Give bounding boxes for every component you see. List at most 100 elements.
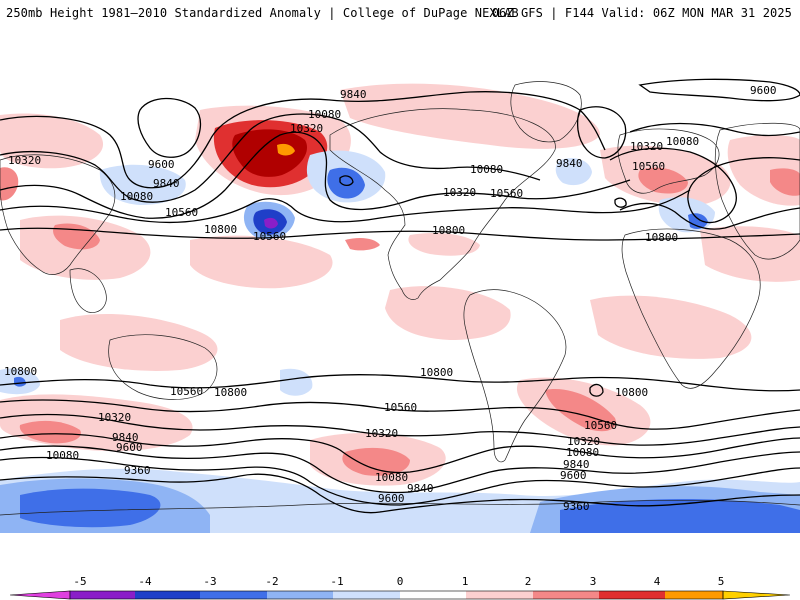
contour-10320-s [0, 413, 800, 446]
contour-small-low-1 [339, 175, 354, 187]
anomaly-purple-low [264, 217, 278, 229]
contour-label: 10320 [365, 427, 398, 440]
contour-9840-atl [576, 106, 627, 159]
anomaly-colorbar: -5 -4 -3 -2 -1 0 1 2 3 4 5 [9, 575, 791, 600]
contour-label: 10560 [165, 206, 198, 219]
anomaly-blue-atl2 [688, 213, 708, 230]
colorbar-tick: -4 [138, 575, 152, 588]
coast-north-america [329, 108, 556, 300]
colorbar-tick: 5 [718, 575, 725, 588]
anomaly-pink-north [340, 83, 600, 149]
colorbar-tick: 0 [397, 575, 404, 588]
anomaly-pink-pac-ne [408, 233, 480, 256]
anomaly-blue-mid [555, 158, 592, 186]
anomaly-pink-sw-2 [19, 420, 81, 444]
contour-label: 10800 [615, 386, 648, 399]
contour-label: 9840 [340, 88, 367, 101]
anomaly-pink-trop-atl [590, 295, 752, 359]
contour-label: 10320 [98, 411, 131, 424]
contour-label: 10560 [253, 230, 286, 243]
contour-label: 10560 [584, 419, 617, 432]
contour-label: 10800 [432, 224, 465, 237]
contour-10800-s [0, 374, 800, 392]
contour-label: 9840 [563, 458, 590, 471]
contour-label: 10560 [632, 160, 665, 173]
anomaly-darkred-northpac [232, 129, 308, 177]
contour-label: 10560 [490, 187, 523, 200]
contour-label: 10560 [384, 401, 417, 414]
anomaly-blue-sw3 [14, 376, 26, 387]
contour-10320-eu [609, 147, 800, 224]
anomaly-pink-nw2 [0, 167, 19, 201]
colorbar-tick: 4 [654, 575, 661, 588]
contour-9840-nw [0, 91, 606, 189]
contour-label: 10080 [120, 190, 153, 203]
anomaly-red-ne [770, 168, 800, 196]
contour-10320-nw [0, 131, 631, 219]
contour-label: 10080 [308, 108, 341, 121]
contour-label: 10320 [8, 154, 41, 167]
colorbar-tick: -1 [330, 575, 343, 588]
contour-label: 10320 [630, 140, 663, 153]
contour-label: 10080 [566, 446, 599, 459]
coast-south-america [463, 289, 567, 463]
colorbar-seg [135, 591, 200, 599]
contour-label: 10800 [204, 223, 237, 236]
anomaly-blue-nw [99, 164, 186, 205]
anomaly-pink-trop-pac [190, 235, 333, 289]
colorbar-outline [69, 590, 724, 600]
contour-10080-nw [0, 113, 541, 203]
anomaly-blue-antarctic-5 [560, 498, 800, 533]
contour-10800-w [0, 227, 800, 241]
contour-9600-s [0, 456, 800, 506]
contour-label: 9840 [112, 431, 139, 444]
contour-small-high-s [589, 383, 604, 397]
colorbar-arrow-right [722, 590, 791, 600]
contour-10560-eu [619, 202, 800, 230]
colorbar-seg [599, 591, 665, 599]
coast-europe [617, 128, 720, 194]
contour-label: 9600 [378, 492, 405, 505]
colorbar-tick: -5 [73, 575, 86, 588]
colorbar-tick: 1 [462, 575, 469, 588]
contour-label: 10080 [46, 449, 79, 462]
coast-se-asia [69, 268, 107, 313]
contour-label: 9600 [750, 84, 777, 97]
colorbar-tick: -3 [203, 575, 216, 588]
anomaly-blue-sp [280, 368, 313, 396]
contour-label: 10800 [645, 231, 678, 244]
coast-greenland [510, 81, 582, 143]
coastlines [0, 81, 800, 516]
contour-label: 9360 [563, 500, 590, 513]
contour-label: 9600 [116, 441, 143, 454]
colorbar-ticks: -5 -4 -3 -2 -1 0 1 2 3 4 5 [73, 575, 724, 588]
colorbar-segments [9, 590, 791, 600]
contour-label: 9840 [153, 177, 180, 190]
contour-10080-s [0, 433, 800, 474]
map-title: 250mb Height 1981–2010 Standardized Anom… [6, 6, 519, 20]
colorbar-tick: 3 [590, 575, 597, 588]
anomaly-pink-nw [0, 113, 104, 169]
contour-label: 9840 [407, 482, 434, 495]
contour-labels: 9600 9840 10320 10080 10560 10800 9840 1… [4, 84, 777, 513]
contour-label: 10320 [290, 122, 323, 135]
anomaly-pink-pac-ne2 [345, 237, 380, 251]
colorbar-tick: -2 [265, 575, 278, 588]
header-bar: 250mb Height 1981–2010 Standardized Anom… [0, 0, 800, 38]
contour-label: 10560 [170, 385, 203, 398]
anomaly-pink-scentral-2 [342, 447, 410, 476]
height-contours [0, 78, 800, 514]
contour-label: 10800 [420, 366, 453, 379]
colorbar-seg [200, 591, 267, 599]
weather-map: 9600 9840 10320 10080 10560 10800 9840 1… [0, 40, 800, 555]
colorbar-seg [267, 591, 333, 599]
coast-asia-west [0, 154, 116, 275]
anomaly-shading [0, 83, 800, 533]
contour-label: 10080 [666, 135, 699, 148]
coast-antarctica [0, 499, 800, 516]
contour-small-low-2 [614, 197, 627, 208]
contour-10560-s [0, 399, 800, 430]
colorbar-tick: 2 [525, 575, 532, 588]
colorbar-seg [70, 591, 135, 599]
colorbar-seg [533, 591, 599, 599]
